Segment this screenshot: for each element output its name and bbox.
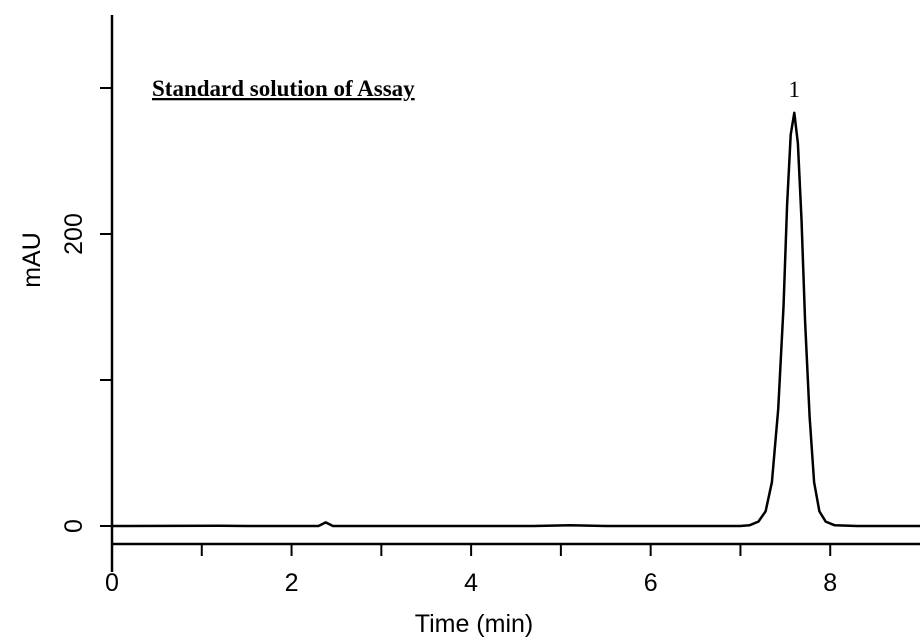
x-tick-label: 4 xyxy=(464,569,478,597)
peak-label: 1 xyxy=(789,77,801,102)
y-axis-ticks: 0 200 xyxy=(60,87,112,533)
y-tick-label: 200 xyxy=(60,213,88,255)
x-tick-label: 8 xyxy=(823,569,837,597)
y-axis-title: mAU xyxy=(18,232,46,288)
chromatogram-trace xyxy=(111,111,920,528)
peak-labels: 1 xyxy=(789,77,801,102)
x-tick-label: 0 xyxy=(105,569,119,597)
x-tick-label: 6 xyxy=(644,569,658,597)
x-axis-title: Time (min) xyxy=(415,610,534,638)
x-axis-ticks: 0 2 4 6 8 xyxy=(105,544,837,597)
y-tick-label: 0 xyxy=(60,519,88,533)
chart-title: Standard solution of Assay xyxy=(152,76,415,101)
x-tick-label: 2 xyxy=(285,569,299,597)
